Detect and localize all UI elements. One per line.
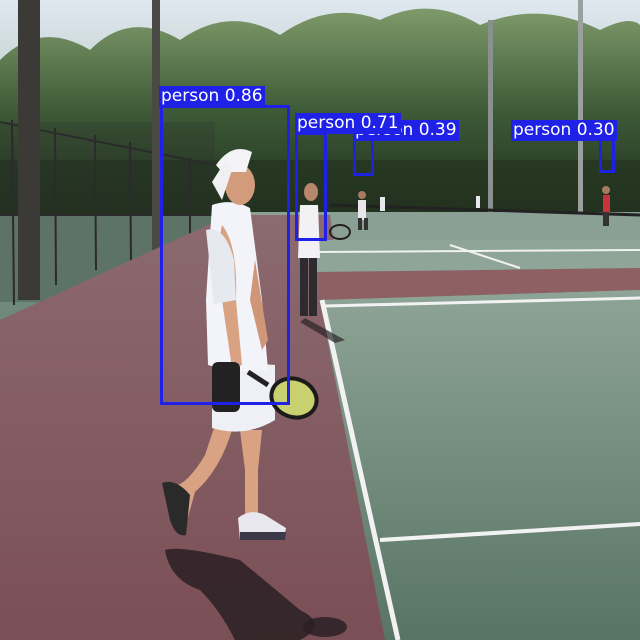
shrubs xyxy=(0,160,640,215)
racket-shadow xyxy=(303,617,347,637)
main-player xyxy=(162,148,319,540)
detection-box-person-1 xyxy=(160,105,290,405)
detection-box-person-2 xyxy=(295,132,327,241)
light-pole xyxy=(578,0,583,238)
detection-box-person-3 xyxy=(353,138,374,176)
light-pole xyxy=(18,0,40,300)
green-court-far xyxy=(300,240,640,272)
red-court-band xyxy=(315,268,640,300)
detection-box-person-4 xyxy=(599,138,615,173)
second-player xyxy=(298,183,351,316)
distant-players xyxy=(358,186,610,230)
light-pole xyxy=(152,0,160,250)
detection-label-person-2: person 0.71 xyxy=(295,113,401,134)
detection-label-person-4: person 0.30 xyxy=(511,120,617,141)
light-pole xyxy=(488,20,493,225)
detection-label-person-1: person 0.86 xyxy=(159,86,265,107)
red-court-surface xyxy=(0,215,390,640)
green-court-surface xyxy=(320,290,640,640)
player-shadow xyxy=(165,548,315,640)
player-shadow xyxy=(300,318,345,343)
court-lines xyxy=(314,244,640,640)
